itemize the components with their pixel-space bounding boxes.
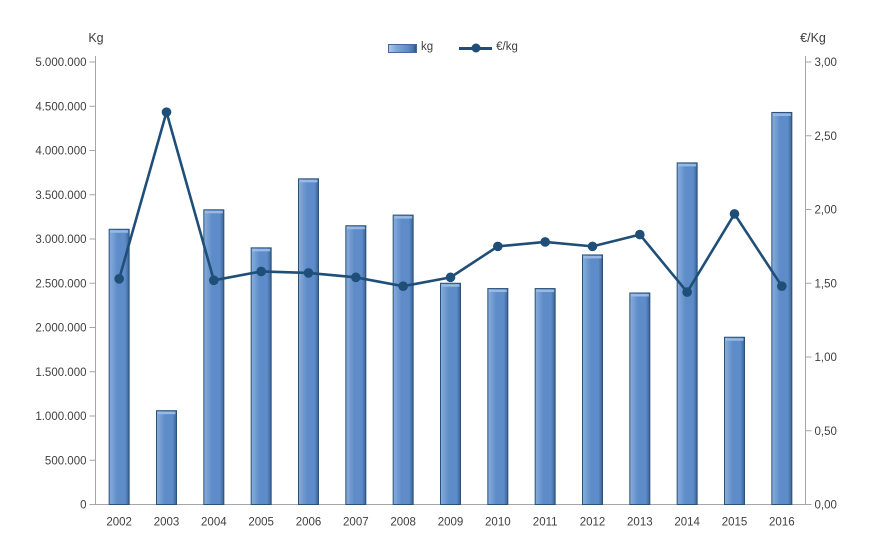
eur-per-kg-point-2014 [682, 287, 692, 297]
bar-2002 [108, 228, 130, 505]
x-axis-label-2016: 2016 [769, 517, 795, 529]
eur-per-kg-point-2010 [493, 241, 503, 252]
eur-per-kg-point-2015 [729, 209, 740, 219]
left-axis-tick-label: 2.000.000 [35, 323, 86, 335]
x-axis-label-2009: 2009 [438, 517, 464, 529]
bar-top-highlight [536, 289, 555, 293]
right-axis-title: €/Kg [800, 31, 826, 45]
bar-swatch-icon [388, 43, 417, 53]
x-axis-label-2005: 2005 [248, 517, 274, 529]
eur-per-kg-point-2011 [540, 237, 550, 247]
bar-2015 [724, 336, 745, 505]
bar-top-highlight [583, 255, 602, 259]
line-marker-dot-icon [471, 43, 481, 53]
left-axis-tick-label: 1.000.000 [35, 411, 86, 423]
eur-per-kg-point-2006 [303, 268, 314, 278]
x-axis-label-2014: 2014 [674, 517, 700, 529]
bar-top-highlight [772, 113, 791, 116]
bar-top-highlight [346, 226, 365, 230]
bar-top-highlight [630, 293, 649, 297]
left-axis-tick-label: 1.500.000 [35, 367, 86, 379]
bar-2005 [250, 247, 272, 505]
chart-legend: kg €/kg [388, 41, 518, 55]
bar-top-highlight [725, 338, 744, 341]
x-axis-label-2013: 2013 [627, 517, 653, 529]
bar-top-highlight [110, 230, 129, 233]
left-axis-tick-label: 3.500.000 [35, 190, 86, 202]
left-axis-tick-label: 500.000 [45, 455, 87, 467]
legend-label-eur-per-kg: €/kg [496, 41, 518, 54]
bar-2004 [203, 209, 225, 505]
bar-top-highlight [204, 210, 223, 214]
eur-per-kg-point-2016 [777, 281, 787, 292]
bar-top-highlight [157, 411, 176, 415]
left-axis-tick-label: 4.500.000 [35, 101, 86, 113]
bar-top-highlight [678, 163, 697, 167]
bar-2003 [156, 410, 177, 505]
legend-item-eur-per-kg: €/kg [459, 42, 518, 54]
x-axis-label-2012: 2012 [580, 517, 606, 529]
bar-top-highlight [441, 284, 460, 287]
right-axis-tick-label: 1,50 [815, 278, 837, 290]
eur-per-kg-point-2009 [445, 272, 456, 283]
eur-per-kg-point-2012 [587, 241, 598, 252]
bar-2008 [392, 214, 414, 505]
left-axis-tick-label: 0 [80, 500, 86, 512]
bar-2012 [582, 254, 603, 505]
left-axis-title: Kg [88, 31, 104, 45]
left-axis-tick-label: 3.000.000 [35, 234, 86, 246]
left-axis-tick-label: 4.000.000 [35, 146, 86, 158]
bar-2009 [440, 282, 461, 505]
bar-2006 [298, 178, 319, 505]
bar-2016 [771, 111, 793, 505]
bar-top-highlight [252, 248, 271, 252]
left-axis-tick-label: 5.000.000 [35, 57, 86, 69]
bar-top-highlight [394, 216, 413, 219]
x-axis-label-2015: 2015 [722, 517, 748, 529]
right-axis-tick-label: 0,00 [815, 500, 837, 512]
x-axis-label-2004: 2004 [201, 517, 227, 529]
legend-label-kg: kg [421, 41, 434, 54]
x-axis-label-2002: 2002 [106, 517, 132, 529]
eur-per-kg-point-2013 [635, 229, 645, 240]
eur-per-kg-point-2004 [209, 275, 219, 286]
x-axis-label-2006: 2006 [296, 517, 322, 529]
right-axis-tick-label: 2,50 [815, 131, 837, 143]
x-axis-label-2011: 2011 [533, 517, 558, 529]
legend-item-kg: kg [388, 42, 433, 54]
bar-2014 [676, 162, 698, 505]
right-axis-tick-label: 3,00 [815, 57, 837, 69]
left-axis-tick-label: 2.500.000 [35, 278, 86, 290]
x-axis-label-2007: 2007 [343, 517, 369, 529]
eur-per-kg-point-2002 [114, 274, 124, 284]
eur-per-kg-point-2007 [351, 272, 361, 283]
eur-per-kg-point-2005 [256, 266, 266, 277]
bar-top-highlight [299, 179, 318, 183]
right-axis-tick-label: 1,00 [815, 352, 837, 364]
right-axis-tick-label: 0,50 [815, 426, 837, 438]
bar-2010 [487, 288, 509, 505]
right-axis-tick-label: 2,00 [815, 205, 837, 217]
x-axis-label-2010: 2010 [485, 517, 511, 529]
bar-top-highlight [488, 289, 507, 293]
bar-2011 [534, 288, 556, 505]
eur-per-kg-point-2008 [398, 281, 408, 292]
x-axis-label-2008: 2008 [390, 517, 416, 529]
bar-2013 [629, 292, 651, 505]
eur-per-kg-point-2003 [161, 107, 172, 117]
x-axis-label-2003: 2003 [154, 517, 180, 529]
bar-2007 [345, 225, 367, 505]
line-swatch-icon [459, 43, 493, 53]
